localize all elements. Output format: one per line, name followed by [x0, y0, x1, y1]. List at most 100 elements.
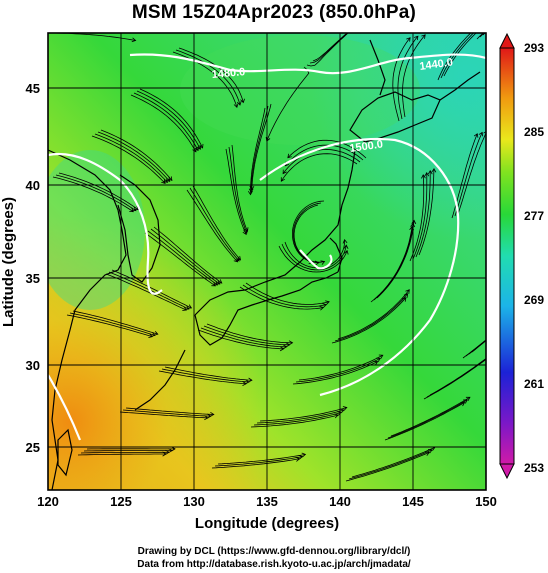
streamline [203, 325, 290, 346]
streamline [228, 146, 248, 234]
streamline [412, 172, 428, 260]
streamline [476, 33, 484, 40]
streamline [77, 453, 166, 456]
streamline-arrowhead [378, 354, 384, 359]
streamline-arrowhead [233, 103, 239, 109]
x-tick-label: 150 [475, 494, 497, 509]
grid-lines [48, 33, 486, 490]
streamline-arrowhead [148, 333, 153, 338]
streamline [105, 273, 187, 311]
streamline [370, 226, 413, 303]
streamline [348, 449, 433, 480]
x-axis-ticks: 120 125 130 135 140 145 150 [37, 494, 497, 509]
streamline [69, 312, 156, 336]
streamline [80, 451, 169, 454]
colorbar-tick: 261 [524, 377, 544, 391]
streamline [281, 243, 347, 271]
streamline [217, 454, 306, 465]
streamline [172, 51, 238, 108]
streamline-arrowhead [247, 190, 253, 196]
colorbar-tick: 277 [524, 209, 544, 223]
streamline-arrowhead [342, 239, 348, 244]
streamline-arrowhead [424, 172, 430, 177]
streamline [192, 185, 241, 261]
streamline-arrowhead [287, 153, 292, 159]
streamline-arrowhead [336, 411, 342, 416]
streamline-arrowhead [319, 305, 325, 311]
contour-label-1440: 1440.0 [419, 56, 454, 73]
contour-labels: 1480.0 1440.0 1500.0 [211, 56, 454, 155]
credit-data: Data from http://database.rish.kyoto-u.a… [137, 559, 411, 570]
streamline [280, 153, 358, 182]
streamline [351, 447, 435, 478]
streamline [100, 129, 173, 181]
streamline [437, 33, 472, 81]
streamline [392, 37, 411, 122]
streamline-arrowhead [376, 357, 381, 363]
streamline [161, 368, 250, 383]
streamline-arrowhead [162, 451, 167, 457]
streamline-arrowhead [288, 340, 294, 346]
streamline [175, 49, 241, 106]
streamline-arrowhead [161, 179, 166, 184]
streamline [462, 339, 486, 359]
streamline [139, 88, 203, 149]
streamline-arrowhead [187, 304, 193, 309]
plot-frame [47, 32, 487, 491]
streamline-arrowhead [314, 260, 320, 266]
streamline [94, 133, 168, 183]
x-tick-label: 125 [110, 494, 132, 509]
streamline [58, 172, 139, 211]
x-tick-label: 130 [183, 494, 205, 509]
streamline-arrowhead [343, 244, 349, 249]
streamline-arrowhead [242, 230, 247, 236]
streamline [390, 396, 471, 437]
streamline [150, 228, 220, 285]
geopotential-contours [48, 53, 486, 441]
streamline-arrowhead [411, 219, 417, 225]
x-tick-label: 120 [37, 494, 59, 509]
x-tick-label: 145 [402, 494, 424, 509]
streamline-arrowhead [240, 98, 245, 104]
colorbar-tick: 293 [524, 41, 544, 55]
streamline-arrowhead [280, 177, 285, 182]
streamline-arrowhead [301, 452, 307, 458]
streamline [387, 399, 468, 439]
streamline [292, 200, 325, 263]
streamline [479, 33, 485, 38]
streamline [122, 409, 211, 417]
streamline [72, 310, 158, 335]
streamline-arrowhead [248, 377, 253, 383]
streamline [186, 189, 238, 263]
contour-label-1500: 1500.0 [349, 138, 384, 155]
streamline [91, 135, 166, 184]
colorbar: 293 285 277 269 261 253 [499, 32, 544, 480]
streamline [250, 414, 339, 428]
streamline-arrowhead [427, 170, 433, 175]
streamline-arrowhead [295, 456, 301, 462]
colorbar-min-arrow [499, 463, 515, 480]
y-axis-ticks: 45 40 35 30 25 [26, 81, 40, 455]
streamline [409, 174, 425, 262]
streamline-arrowhead [171, 446, 176, 452]
streamline-arrowhead [204, 415, 209, 421]
streamline [239, 286, 324, 310]
streamline [189, 187, 240, 262]
streamline [225, 148, 247, 235]
streamline [345, 452, 430, 482]
streamline-arrowhead [421, 174, 426, 179]
plot-title: MSM 15Z04Apr2023 (850.0hPa) [131, 2, 417, 23]
credit-drawing: Drawing by DCL (https://www.gfd-dennou.o… [137, 546, 411, 557]
streamline [376, 220, 415, 299]
streamline [259, 407, 347, 422]
streamline [242, 284, 327, 308]
y-tick-label: 40 [26, 178, 40, 193]
streamline [211, 458, 300, 469]
streamline-arrowhead [431, 168, 437, 173]
streamline-arrowhead [463, 399, 468, 404]
y-axis-label: Latitude (degrees) [0, 197, 17, 327]
streamline [158, 370, 247, 385]
streamline-arrowhead [425, 451, 430, 456]
streamline [130, 94, 197, 152]
streamline [253, 412, 342, 426]
